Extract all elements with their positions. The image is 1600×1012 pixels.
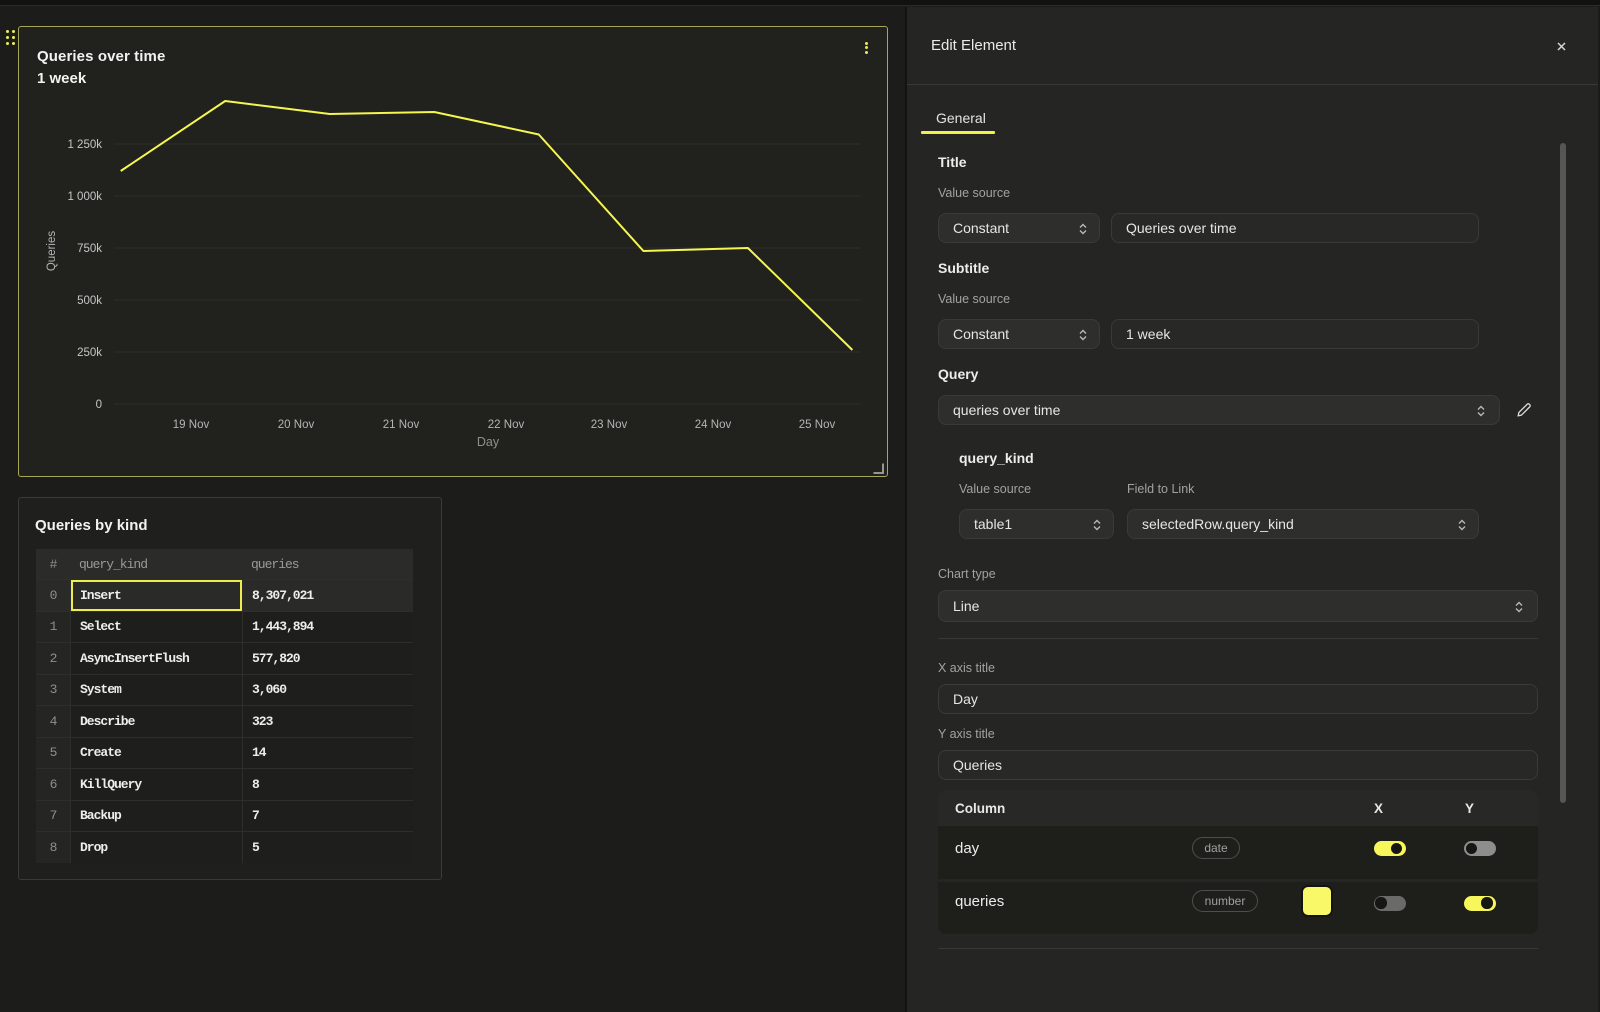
svg-text:Queries: Queries <box>46 231 58 272</box>
svg-text:1 000k: 1 000k <box>67 191 102 203</box>
svg-text:250k: 250k <box>77 347 102 359</box>
svg-text:19 Nov: 19 Nov <box>173 419 210 431</box>
svg-text:25 Nov: 25 Nov <box>799 419 836 431</box>
svg-text:22 Nov: 22 Nov <box>488 419 525 431</box>
svg-text:1 250k: 1 250k <box>67 139 102 151</box>
svg-text:Day: Day <box>477 435 500 449</box>
svg-text:0: 0 <box>96 399 102 411</box>
svg-text:20 Nov: 20 Nov <box>278 419 315 431</box>
svg-text:750k: 750k <box>77 243 102 255</box>
svg-text:500k: 500k <box>77 295 102 307</box>
svg-text:23 Nov: 23 Nov <box>591 419 628 431</box>
svg-text:24 Nov: 24 Nov <box>695 419 732 431</box>
svg-text:21 Nov: 21 Nov <box>383 419 420 431</box>
